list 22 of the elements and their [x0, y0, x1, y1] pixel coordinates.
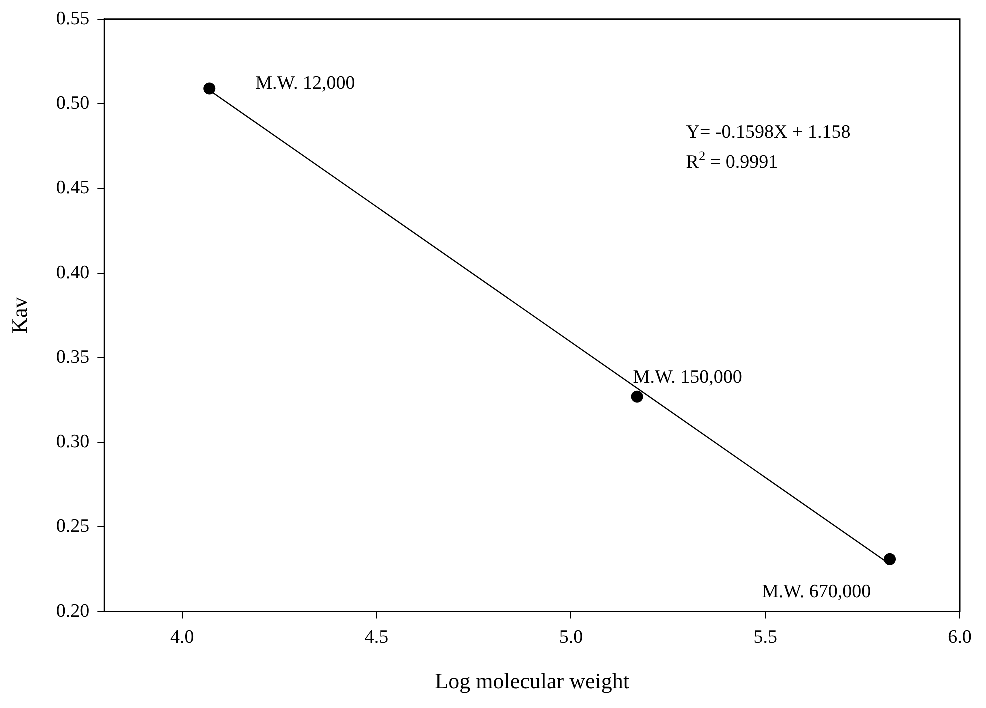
point: [884, 553, 896, 566]
x-tick-label: 5.5: [754, 627, 778, 648]
y-tick-label: 0.40: [56, 262, 90, 284]
y-tick-label: 0.55: [56, 8, 90, 30]
y-tick-label: 0.50: [56, 93, 90, 114]
y-tick-label: 0.35: [56, 346, 90, 368]
y-tick-label: 0.20: [56, 600, 90, 622]
x-tick-label: 4.5: [364, 627, 389, 648]
annotation: M.W. 12,000: [256, 72, 356, 94]
y-tick-label: 0.30: [56, 432, 90, 453]
annotation: Y= -0.1598X + 1.158: [686, 122, 851, 143]
x-tick-label: 5.0: [559, 627, 584, 648]
y-tick-label: 0.45: [56, 178, 90, 199]
x-tick-label: 6.0: [948, 627, 972, 648]
annotation: M.W. 670,000: [762, 581, 872, 602]
annotation: M.W. 150,000: [633, 366, 742, 388]
x-axis-title: Log molecular weight: [435, 668, 630, 694]
point: [631, 390, 644, 403]
x-tick-label: 4.0: [170, 627, 194, 648]
point: [204, 82, 216, 95]
y-tick-label: 0.25: [56, 516, 90, 538]
y-axis-title: Kav: [6, 297, 32, 334]
